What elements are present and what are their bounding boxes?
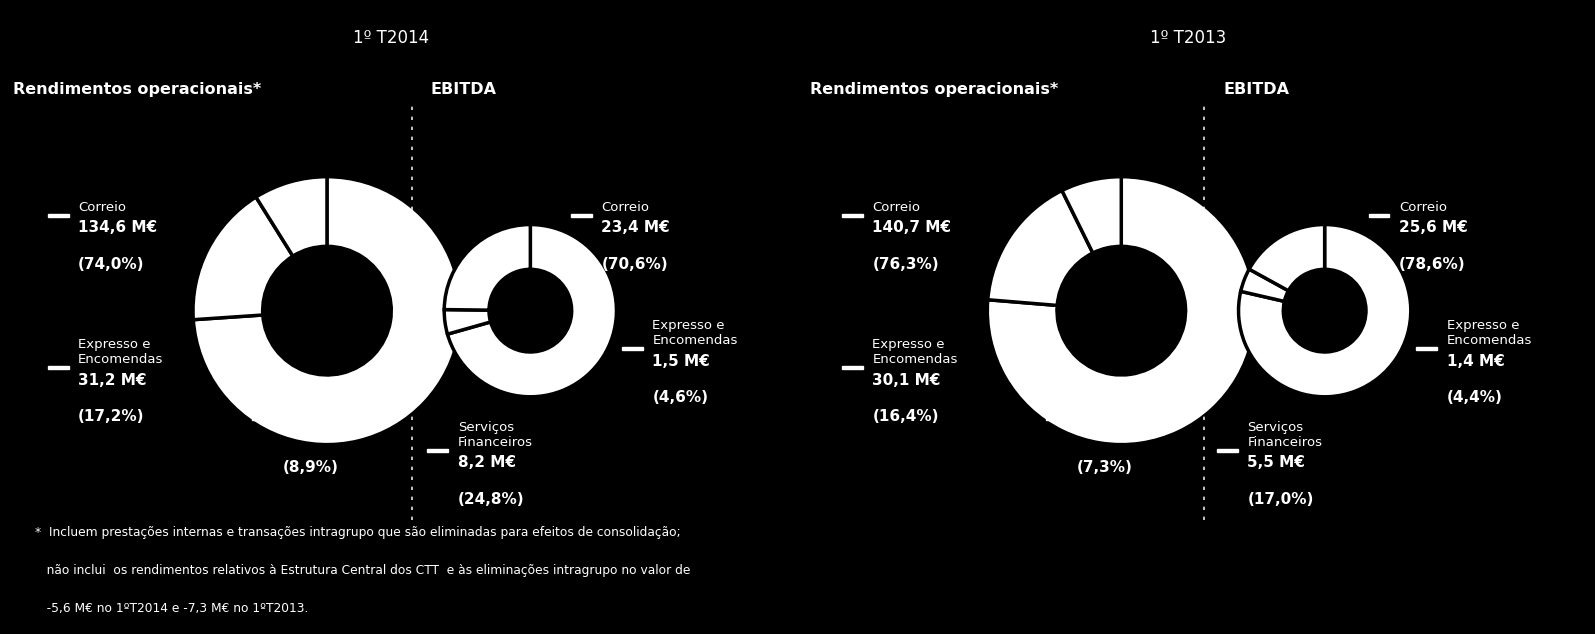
Text: 140,7 M€: 140,7 M€ [872,221,952,235]
Circle shape [490,269,571,352]
Text: 1º T2013: 1º T2013 [1150,29,1227,46]
Text: (4,6%): (4,6%) [652,391,708,405]
Circle shape [1057,247,1185,375]
Text: (76,3%): (76,3%) [872,257,939,272]
Text: (70,6%): (70,6%) [601,257,668,272]
Text: não inclui  os rendimentos relativos à Estrutura Central dos CTT  e às eliminaçõ: não inclui os rendimentos relativos à Es… [35,564,691,578]
Text: (8,9%): (8,9%) [282,460,338,475]
Wedge shape [987,191,1093,306]
Text: *  Incluem prestações internas e transações intragrupo que são eliminadas para e: * Incluem prestações internas e transaçõ… [35,526,681,540]
Text: 1,5 M€: 1,5 M€ [652,354,710,368]
Text: (4,4%): (4,4%) [1447,391,1502,405]
Text: Correio: Correio [601,201,649,214]
Wedge shape [445,309,491,334]
Text: 23,4 M€: 23,4 M€ [601,221,670,235]
Text: 25,6 M€: 25,6 M€ [1399,221,1467,235]
Text: Expresso e
Encomendas: Expresso e Encomendas [78,339,164,366]
Wedge shape [193,197,293,320]
Text: 30,1 M€: 30,1 M€ [872,373,941,387]
Wedge shape [1239,224,1412,397]
Wedge shape [1249,224,1325,291]
Text: 31,2 M€: 31,2 M€ [78,373,147,387]
Wedge shape [448,224,616,397]
Wedge shape [987,177,1255,444]
Text: (16,4%): (16,4%) [872,410,939,424]
Text: 1º T2014: 1º T2014 [352,29,429,46]
Text: (17,2%): (17,2%) [78,410,145,424]
Text: EBITDA: EBITDA [1223,82,1289,98]
Text: Rendimentos operacionais*: Rendimentos operacionais* [810,82,1059,98]
Text: 16,2 M€: 16,2 M€ [282,424,351,438]
Text: Serviços
Financeiros: Serviços Financeiros [282,389,357,417]
Text: -5,6 M€ no 1ºT2014 e -7,3 M€ no 1ºT2013.: -5,6 M€ no 1ºT2014 e -7,3 M€ no 1ºT2013. [35,602,308,616]
Text: Expresso e
Encomendas: Expresso e Encomendas [652,320,738,347]
Text: (24,8%): (24,8%) [458,492,525,507]
Wedge shape [193,177,461,444]
Text: Correio: Correio [78,201,126,214]
Text: 8,2 M€: 8,2 M€ [458,455,515,470]
Wedge shape [255,177,327,256]
Text: (7,3%): (7,3%) [1077,460,1132,475]
Text: EBITDA: EBITDA [431,82,496,98]
Text: (17,0%): (17,0%) [1247,492,1314,507]
Circle shape [263,247,391,375]
Text: Serviços
Financeiros: Serviços Financeiros [458,421,533,449]
Text: Serviços
Financeiros: Serviços Financeiros [1077,389,1152,417]
Wedge shape [1241,269,1289,301]
Text: 13,5 M€: 13,5 M€ [1077,424,1145,438]
Text: Expresso e
Encomendas: Expresso e Encomendas [872,339,959,366]
Wedge shape [445,224,531,310]
Text: 1,4 M€: 1,4 M€ [1447,354,1504,368]
Wedge shape [1062,177,1121,253]
Text: 5,5 M€: 5,5 M€ [1247,455,1305,470]
Text: Serviços
Financeiros: Serviços Financeiros [1247,421,1322,449]
Circle shape [1284,269,1365,352]
Text: 134,6 M€: 134,6 M€ [78,221,158,235]
Text: Correio: Correio [872,201,920,214]
Text: Expresso e
Encomendas: Expresso e Encomendas [1447,320,1533,347]
Text: Correio: Correio [1399,201,1447,214]
Text: (78,6%): (78,6%) [1399,257,1466,272]
Text: (74,0%): (74,0%) [78,257,145,272]
Text: Rendimentos operacionais*: Rendimentos operacionais* [13,82,262,98]
